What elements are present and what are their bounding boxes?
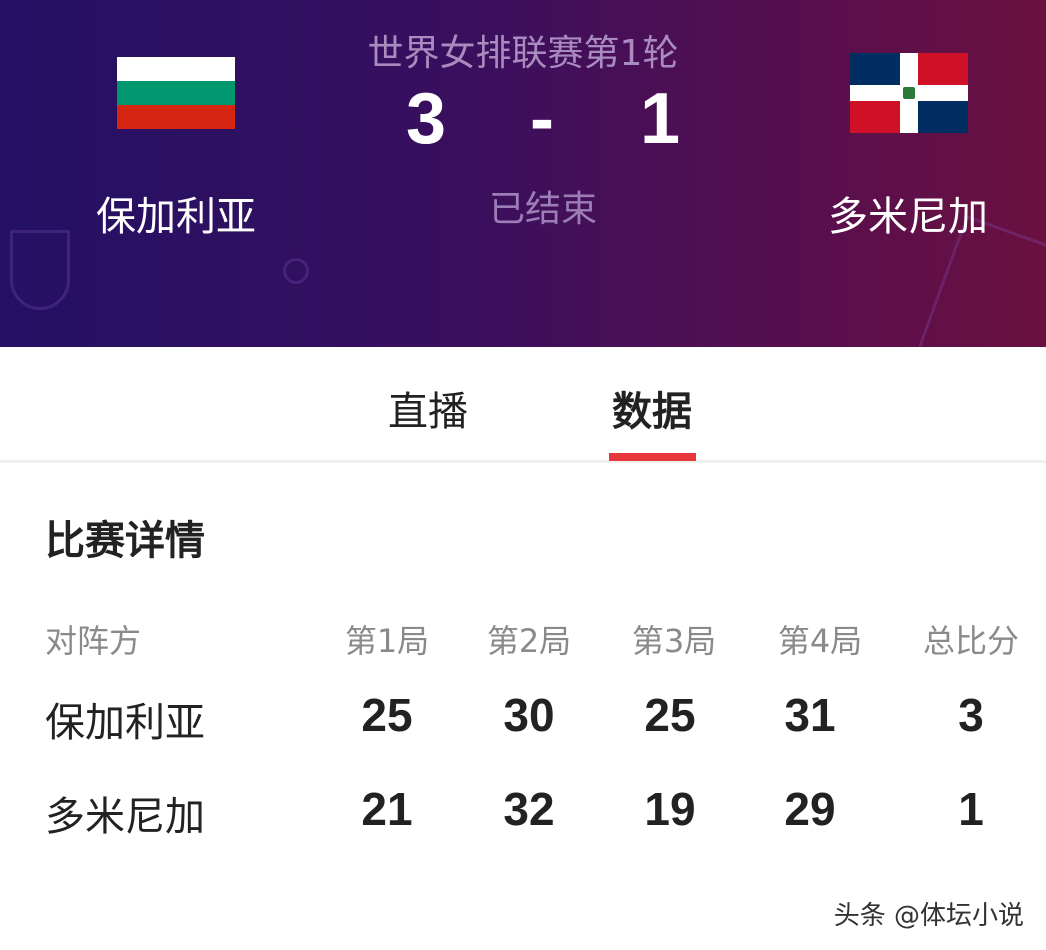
home-team-name[interactable]: 保加利亚 bbox=[96, 194, 256, 240]
decoration-circle bbox=[283, 258, 309, 284]
set4-score: 31 bbox=[784, 689, 836, 741]
set2-score: 32 bbox=[503, 783, 555, 835]
set1-score: 25 bbox=[361, 689, 413, 741]
watermark: 头条 @体坛小说 bbox=[833, 901, 1024, 931]
dominican-republic-flag bbox=[850, 53, 968, 133]
score-separator: - bbox=[530, 79, 554, 159]
active-tab-indicator bbox=[609, 453, 696, 461]
total-score: 3 bbox=[958, 689, 984, 741]
decoration-trophy bbox=[10, 230, 70, 310]
set1-score: 21 bbox=[361, 783, 413, 835]
set4-score: 29 bbox=[784, 783, 836, 835]
set3-score: 19 bbox=[644, 783, 696, 835]
column-header-team: 对阵方 bbox=[45, 622, 142, 660]
tab-bar: 直播 数据 bbox=[0, 347, 1046, 463]
tab-stats[interactable]: 数据 bbox=[612, 389, 692, 435]
set2-score: 30 bbox=[503, 689, 555, 741]
set3-score: 25 bbox=[644, 689, 696, 741]
column-header-set2: 第2局 bbox=[486, 622, 572, 660]
section-title: 比赛详情 bbox=[45, 518, 205, 564]
match-status: 已结束 bbox=[488, 189, 597, 230]
column-header-set3: 第3局 bbox=[631, 622, 717, 660]
bulgaria-flag bbox=[117, 57, 235, 129]
table-row: 多米尼加 21 32 19 29 1 bbox=[0, 782, 1046, 842]
row-team: 保加利亚 bbox=[45, 700, 205, 746]
column-header-total: 总比分 bbox=[922, 622, 1019, 660]
match-title: 世界女排联赛第1轮 bbox=[367, 33, 679, 74]
table-row: 保加利亚 25 30 25 31 3 bbox=[0, 688, 1046, 748]
column-header-set4: 第4局 bbox=[777, 622, 863, 660]
away-score: 1 bbox=[640, 79, 681, 159]
home-score: 3 bbox=[406, 79, 447, 159]
tab-live[interactable]: 直播 bbox=[388, 389, 468, 435]
match-header: 世界女排联赛第1轮 3 - 1 已结束 保加利亚 多米尼加 bbox=[0, 0, 1046, 347]
row-team: 多米尼加 bbox=[45, 794, 205, 840]
column-header-set1: 第1局 bbox=[344, 622, 430, 660]
away-team-name[interactable]: 多米尼加 bbox=[828, 194, 988, 240]
total-score: 1 bbox=[958, 783, 984, 835]
